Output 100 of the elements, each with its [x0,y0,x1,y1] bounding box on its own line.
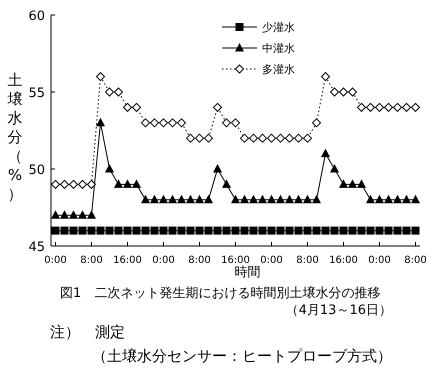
point [51,210,60,219]
point [114,226,122,235]
point [141,118,150,128]
x-tick-label: 0:00 [44,255,67,266]
x-tick-label: 16:00 [221,255,250,266]
point [123,102,132,112]
point [402,194,411,204]
point [168,194,177,204]
x-tick-label: 8:00 [80,255,103,266]
point [69,210,78,219]
point [249,194,258,204]
point [402,102,411,112]
point [159,194,168,204]
point [340,226,348,235]
point [393,194,402,204]
point [276,134,285,143]
point [141,194,150,204]
point [366,226,374,235]
x-tick-label: 16:00 [329,255,358,266]
point [285,134,294,143]
point [105,164,114,172]
point [304,226,312,235]
point [123,179,132,188]
y-tick-label: 55 [28,86,45,101]
point [240,226,248,235]
point [88,226,96,235]
point [168,118,177,128]
point [96,118,105,126]
point [178,226,186,235]
y-tick-label: 60 [28,9,45,24]
point [204,226,212,235]
point [285,194,294,204]
point [150,118,159,128]
point [195,194,204,204]
point [402,226,410,235]
point [222,179,231,188]
point [160,226,168,235]
point [339,88,348,96]
point [276,226,284,235]
point [411,194,420,204]
point [376,226,384,235]
x-tick-label: 0:00 [152,255,175,266]
point [213,102,222,112]
point [96,226,104,235]
point [69,180,78,189]
point [322,226,330,235]
point [240,194,249,204]
point [186,194,195,204]
point [303,134,312,143]
point [294,194,303,204]
y-tick-label: 50 [28,163,45,178]
point [87,210,96,219]
point [312,226,320,235]
point [70,226,78,235]
point [150,194,159,204]
point [303,194,312,204]
point [60,210,69,219]
point [52,226,60,235]
point [87,180,96,189]
point [294,134,303,143]
point [411,102,420,112]
point [267,134,276,143]
point [240,134,249,143]
point [214,226,222,235]
point [222,118,231,128]
x-axis-title: 時間 [234,265,260,280]
point [186,226,194,235]
point [232,226,240,235]
point [321,148,330,158]
point [96,72,105,82]
legend-label: 多灌水 [262,63,295,76]
point [250,226,258,235]
point [357,179,366,188]
x-tick-label: 8:00 [404,255,427,266]
point [168,226,176,235]
point [294,226,302,235]
point [348,179,357,188]
point [132,102,141,112]
point [60,180,69,189]
point [286,226,294,235]
point [213,164,222,172]
legend-label: 少灌水 [262,21,295,34]
point [231,194,240,204]
point [384,226,392,235]
point [132,179,141,188]
point [78,226,86,235]
point [366,102,375,112]
x-tick-label: 16:00 [113,255,142,266]
point [124,226,132,235]
point [358,226,366,235]
text: 注） 測定 [50,323,125,341]
point [186,134,195,143]
point [142,226,150,235]
point [51,180,60,189]
point [276,194,285,204]
point [348,88,357,96]
point [268,226,276,235]
point [78,210,87,219]
x-tick-label: 0:00 [260,255,283,266]
point [177,118,186,128]
